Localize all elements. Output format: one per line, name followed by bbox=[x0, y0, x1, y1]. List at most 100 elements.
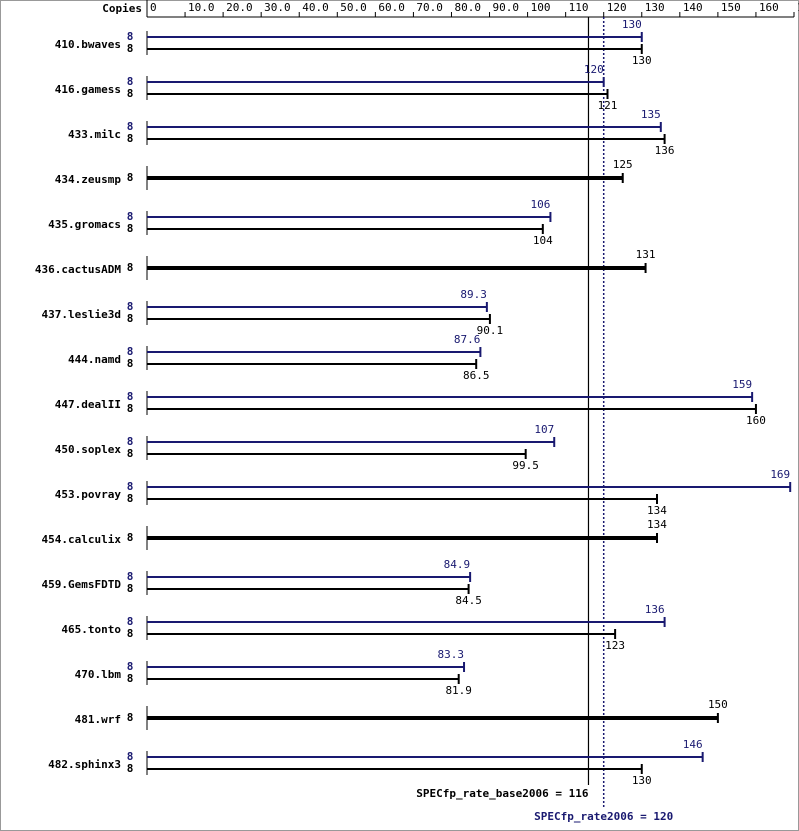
value-label: 89.3 bbox=[460, 288, 487, 301]
value-label: 150 bbox=[708, 698, 728, 711]
value-label: 81.9 bbox=[445, 684, 472, 697]
bar bbox=[147, 453, 526, 455]
x-tick-label: 30.0 bbox=[264, 1, 291, 14]
value-label: 83.3 bbox=[438, 648, 465, 661]
value-label: 136 bbox=[645, 603, 665, 616]
x-tick-label: 0 bbox=[150, 1, 157, 14]
category-label: 434.zeusmp bbox=[55, 173, 122, 186]
copies-label: 8 bbox=[127, 435, 134, 448]
copies-label: 8 bbox=[127, 87, 134, 100]
value-label: 121 bbox=[598, 99, 618, 112]
bar bbox=[147, 768, 642, 770]
bar bbox=[147, 633, 616, 635]
copies-label: 8 bbox=[127, 750, 134, 763]
copies-label: 8 bbox=[127, 447, 134, 460]
x-tick-label: 50.0 bbox=[340, 1, 367, 14]
bar bbox=[147, 176, 623, 180]
x-tick-label: 90.0 bbox=[493, 1, 520, 14]
bar bbox=[147, 228, 543, 230]
copies-header: Copies bbox=[102, 2, 142, 15]
copies-label: 8 bbox=[127, 402, 134, 415]
reference-label: SPECfp_rate2006 = 120 bbox=[534, 810, 673, 823]
bar bbox=[147, 588, 469, 590]
x-tick-label: 160 bbox=[759, 1, 779, 14]
x-tick-label: 170 bbox=[797, 1, 799, 14]
x-tick-label: 140 bbox=[683, 1, 703, 14]
x-tick-label: 110 bbox=[569, 1, 589, 14]
value-label: 136 bbox=[655, 144, 675, 157]
bar bbox=[147, 498, 657, 500]
category-label: 433.milc bbox=[68, 128, 121, 141]
bar bbox=[147, 716, 718, 720]
bar bbox=[147, 408, 756, 410]
copies-label: 8 bbox=[127, 672, 134, 685]
value-label: 125 bbox=[613, 158, 633, 171]
copies-label: 8 bbox=[127, 312, 134, 325]
x-tick-label: 10.0 bbox=[188, 1, 215, 14]
bar bbox=[147, 93, 608, 95]
bar bbox=[147, 36, 642, 38]
category-label: 459.GemsFDTD bbox=[42, 578, 122, 591]
bar bbox=[147, 318, 490, 320]
x-tick-label: 60.0 bbox=[378, 1, 405, 14]
value-label: 106 bbox=[531, 198, 551, 211]
value-label: 104 bbox=[533, 234, 553, 247]
category-label: 453.povray bbox=[55, 488, 122, 501]
x-tick-label: 130 bbox=[645, 1, 665, 14]
category-label: 447.dealII bbox=[55, 398, 121, 411]
copies-label: 8 bbox=[127, 345, 134, 358]
copies-label: 8 bbox=[127, 222, 134, 235]
copies-label: 8 bbox=[127, 480, 134, 493]
copies-label: 8 bbox=[127, 171, 134, 184]
copies-label: 8 bbox=[127, 261, 134, 274]
copies-label: 8 bbox=[127, 615, 134, 628]
value-label: 84.9 bbox=[444, 558, 471, 571]
value-label: 131 bbox=[636, 248, 656, 261]
category-label: 436.cactusADM bbox=[35, 263, 121, 276]
bar bbox=[147, 81, 604, 83]
value-label: 120 bbox=[584, 63, 604, 76]
category-label: 450.soplex bbox=[55, 443, 122, 456]
bar bbox=[147, 266, 646, 270]
value-label: 84.5 bbox=[455, 594, 482, 607]
bar bbox=[147, 486, 791, 488]
bar bbox=[147, 576, 471, 578]
copies-label: 8 bbox=[127, 357, 134, 370]
value-label: 169 bbox=[770, 468, 790, 481]
bar bbox=[147, 756, 703, 758]
copies-label: 8 bbox=[127, 30, 134, 43]
value-label: 130 bbox=[632, 774, 652, 787]
x-tick-label: 20.0 bbox=[226, 1, 253, 14]
bar bbox=[147, 48, 642, 50]
x-tick-label: 40.0 bbox=[302, 1, 329, 14]
value-label: 134 bbox=[647, 518, 667, 531]
copies-label: 8 bbox=[127, 711, 134, 724]
copies-label: 8 bbox=[127, 300, 134, 313]
bar bbox=[147, 138, 665, 140]
copies-label: 8 bbox=[127, 627, 134, 640]
value-label: 135 bbox=[641, 108, 661, 121]
copies-label: 8 bbox=[127, 660, 134, 673]
copies-label: 8 bbox=[127, 762, 134, 775]
value-label: 86.5 bbox=[463, 369, 490, 382]
x-tick-label: 70.0 bbox=[416, 1, 443, 14]
bar bbox=[147, 126, 661, 128]
bar bbox=[147, 441, 555, 443]
copies-label: 8 bbox=[127, 492, 134, 505]
category-label: 470.lbm bbox=[75, 668, 122, 681]
bar bbox=[147, 306, 487, 308]
value-label: 107 bbox=[534, 423, 554, 436]
category-label: 435.gromacs bbox=[48, 218, 121, 231]
value-label: 159 bbox=[732, 378, 752, 391]
value-label: 160 bbox=[746, 414, 766, 427]
x-tick-label: 150 bbox=[721, 1, 741, 14]
x-tick-label: 120 bbox=[607, 1, 627, 14]
category-label: 437.leslie3d bbox=[42, 308, 121, 321]
value-label: 87.6 bbox=[454, 333, 481, 346]
bar bbox=[147, 351, 481, 353]
copies-label: 8 bbox=[127, 570, 134, 583]
bar bbox=[147, 621, 665, 623]
category-label: 482.sphinx3 bbox=[48, 758, 121, 771]
